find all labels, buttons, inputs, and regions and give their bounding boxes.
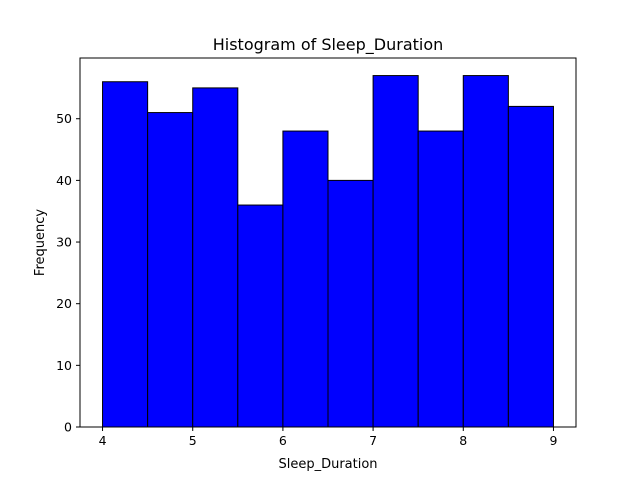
- chart-title: Histogram of Sleep_Duration: [213, 35, 444, 55]
- y-tick-label: 50: [56, 111, 72, 126]
- histogram-bar-8: [417, 130, 464, 428]
- x-axis-ticks: 4 5 6 7 8 9: [99, 427, 557, 448]
- histogram-bar-9: [462, 75, 509, 428]
- histogram-bar-2: [147, 112, 194, 428]
- x-tick-label: 5: [189, 433, 197, 448]
- x-tick-label: 6: [279, 433, 287, 448]
- y-tick-label: 0: [64, 420, 72, 435]
- histogram-bar-1: [102, 81, 149, 428]
- histogram-bar-10: [507, 105, 554, 428]
- histogram-bar-5: [282, 130, 329, 428]
- histogram-bar-7: [372, 75, 419, 428]
- x-axis-label: Sleep_Duration: [278, 457, 377, 472]
- y-axis-label: Frequency: [33, 209, 48, 276]
- histogram-bar-4: [237, 204, 284, 428]
- y-tick-label: 40: [56, 173, 72, 188]
- x-tick-label: 8: [459, 433, 467, 448]
- histogram-bar-3: [192, 87, 239, 428]
- x-tick-label: 4: [99, 433, 107, 448]
- y-tick-label: 10: [56, 358, 72, 373]
- bars-group: [102, 75, 554, 428]
- x-tick-label: 7: [369, 433, 377, 448]
- y-axis-ticks: 0 10 20 30 40 50: [56, 111, 80, 435]
- x-tick-label: 9: [549, 433, 557, 448]
- y-tick-label: 30: [56, 235, 72, 250]
- histogram-bar-6: [327, 179, 374, 428]
- y-tick-label: 20: [56, 296, 72, 311]
